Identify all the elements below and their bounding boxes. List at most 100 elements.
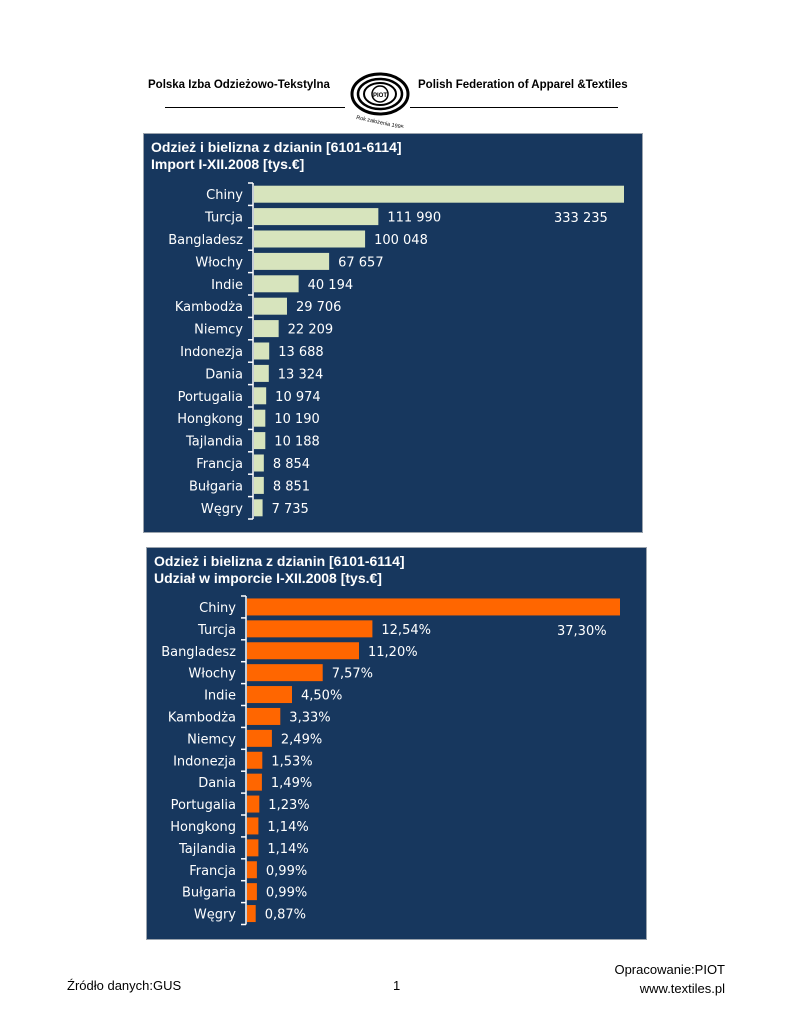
share-value-label: 2,49%: [281, 732, 322, 747]
share-category-label: Indie: [204, 689, 236, 704]
share-category-label: Chiny: [199, 601, 236, 616]
import-category-label: Węgry: [201, 502, 243, 517]
share-bar: [247, 707, 281, 725]
header-rule-right: [410, 107, 618, 108]
header-org-english: Polish Federation of Apparel &Textiles: [418, 79, 628, 91]
share-bar: [247, 883, 257, 901]
import-value-label: 13 688: [278, 345, 324, 360]
logo-text: PIOT: [373, 93, 387, 99]
import-category-label: Francja: [196, 457, 243, 472]
share-value-label: 0,99%: [266, 864, 307, 879]
share-value-label: 4,50%: [301, 689, 342, 704]
import-chart-title-line1: Odzież i bielizna z dzianin [6101-6114]: [151, 139, 402, 155]
footer-credits: Opracowanie:PIOT www.textiles.pl: [614, 960, 725, 998]
share-bar: [247, 817, 259, 835]
share-category-label: Włochy: [188, 667, 236, 682]
share-chart-title: Odzież i bielizna z dzianin [6101-6114] …: [154, 553, 405, 587]
import-category-label: Indonezja: [180, 345, 243, 360]
import-bar: [254, 275, 299, 293]
header-org-polish: Polska Izba Odzieżowo-Tekstylna: [148, 79, 330, 91]
share-value-label: 11,20%: [368, 645, 418, 660]
share-bar: [247, 751, 263, 769]
share-category-label: Dania: [198, 776, 236, 791]
import-bar: [254, 208, 379, 226]
share-category-label: Turcja: [197, 623, 236, 638]
share-value-label: 0,87%: [265, 908, 306, 923]
import-value-label: 10 974: [275, 390, 321, 405]
data-source: Źródło danych:GUS: [67, 978, 182, 993]
import-bar: [254, 432, 266, 450]
import-value-label: 333 235: [554, 211, 608, 226]
import-value-label: 67 657: [338, 255, 384, 270]
share-chart-panel: Odzież i bielizna z dzianin [6101-6114] …: [146, 547, 647, 940]
share-value-label: 1,14%: [267, 820, 308, 835]
share-value-label: 37,30%: [557, 624, 607, 639]
import-category-label: Bułgaria: [189, 479, 243, 494]
share-category-label: Węgry: [194, 908, 236, 923]
import-bar: [254, 476, 264, 494]
import-value-label: 40 194: [308, 278, 354, 293]
import-category-label: Tajlandia: [185, 435, 243, 450]
share-value-label: 7,57%: [332, 667, 373, 682]
share-chart-title-line2: Udział w imporcie I-XII.2008 [tys.€]: [154, 570, 382, 586]
share-bar: [247, 839, 259, 857]
share-bar: [247, 686, 292, 704]
import-chart-title-line2: Import I-XII.2008 [tys.€]: [151, 156, 305, 172]
import-chart: Chiny 333 235 Turcja 111 990 Bangladesz 100 0…: [168, 182, 624, 520]
import-chart-title: Odzież i bielizna z dzianin [6101-6114] …: [151, 139, 402, 173]
share-value-label: 1,14%: [267, 842, 308, 857]
import-chart-panel: Odzież i bielizna z dzianin [6101-6114] …: [143, 133, 643, 533]
import-bar: [254, 297, 287, 315]
share-value-label: 0,99%: [266, 886, 307, 901]
import-value-label: 29 706: [296, 300, 342, 315]
share-bar: [247, 773, 262, 791]
share-bar: [247, 729, 272, 747]
share-value-label: 3,33%: [289, 710, 330, 725]
share-value-label: 12,54%: [381, 623, 431, 638]
share-bar: [247, 664, 323, 682]
import-bar: [254, 364, 269, 382]
page-number: 1: [393, 978, 401, 993]
import-bar: [254, 409, 266, 427]
website-link[interactable]: www.textiles.pl: [639, 981, 725, 996]
import-category-label: Niemcy: [194, 323, 243, 338]
import-value-label: 100 048: [374, 233, 428, 248]
import-bar: [254, 342, 270, 360]
import-category-label: Włochy: [195, 255, 243, 270]
import-bar: [254, 454, 264, 472]
import-value-label: 22 209: [288, 323, 334, 338]
import-category-label: Turcja: [204, 211, 243, 226]
share-value-label: 1,23%: [268, 798, 309, 813]
import-value-label: 111 990: [387, 211, 441, 226]
import-category-label: Kambodża: [175, 300, 243, 315]
import-bar: [254, 499, 263, 517]
share-category-label: Hongkong: [170, 820, 236, 835]
prepared-by: Opracowanie:PIOT: [614, 962, 725, 977]
import-bar: [254, 230, 366, 248]
share-chart: Chiny 37,30% Turcja 12,54% Bangladesz 11,20% W…: [161, 595, 620, 926]
header-rule-left: [165, 107, 345, 108]
share-bar: [247, 861, 257, 879]
share-chart-title-line1: Odzież i bielizna z dzianin [6101-6114]: [154, 553, 405, 569]
share-category-label: Bułgaria: [182, 886, 236, 901]
import-category-label: Portugalia: [178, 390, 243, 405]
import-bar: [254, 185, 624, 203]
piot-logo-icon: PIOT Rok założenia 1995: [350, 72, 410, 128]
share-category-label: Indonezja: [173, 754, 236, 769]
share-value-label: 1,53%: [271, 754, 312, 769]
import-category-label: Indie: [211, 278, 243, 293]
logo-caption: Rok założenia 1995: [356, 115, 405, 128]
share-bar: [247, 642, 359, 660]
share-value-label: 1,49%: [271, 776, 312, 791]
share-category-label: Niemcy: [187, 732, 236, 747]
share-category-label: Francja: [189, 864, 236, 879]
share-bar: [247, 620, 373, 638]
share-category-label: Kambodża: [168, 710, 236, 725]
import-value-label: 8 851: [273, 479, 310, 494]
import-value-label: 7 735: [272, 502, 309, 517]
import-category-label: Chiny: [206, 188, 243, 203]
import-bar: [254, 252, 330, 270]
import-value-label: 10 190: [274, 412, 320, 427]
share-bar: [247, 905, 256, 923]
import-category-label: Hongkong: [177, 412, 243, 427]
